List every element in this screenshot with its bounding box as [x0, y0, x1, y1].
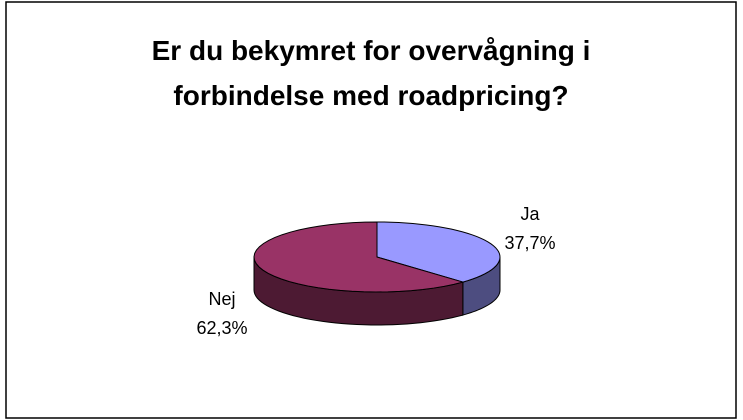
slice-label: Nej — [208, 289, 235, 309]
chart-frame — [5, 1, 737, 419]
slice-value-label: 62,3% — [196, 318, 247, 338]
slice-label: Ja — [520, 204, 540, 224]
pie-slice — [253, 221, 465, 293]
pie-slice — [376, 221, 501, 283]
slice-value-label: 37,7% — [504, 233, 555, 253]
chart-title: Er du bekymret for overvågning i forbind… — [151, 35, 591, 111]
